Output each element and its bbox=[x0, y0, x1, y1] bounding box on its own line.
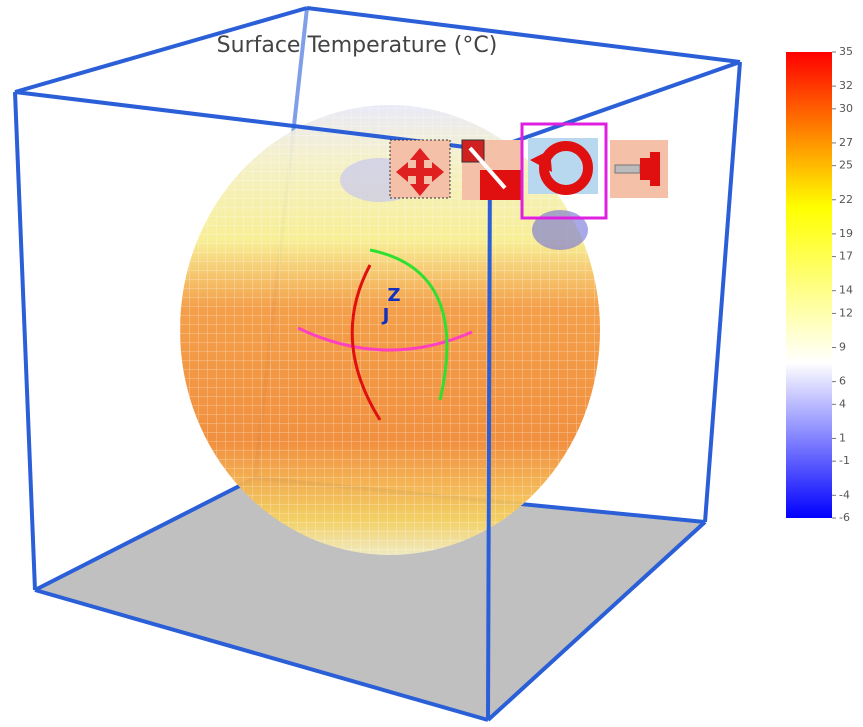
tick-label: 32 bbox=[839, 79, 853, 92]
resize-button[interactable] bbox=[461, 139, 522, 200]
tick-label: -6 bbox=[839, 511, 850, 524]
box-edge bbox=[489, 60, 741, 152]
tick-label: -1 bbox=[839, 454, 850, 467]
colorbar: 35 32 30 27 25 22 19 17 14 12 9 6 4 1 -1 -4 -6 bbox=[786, 45, 853, 524]
globe: Z J bbox=[180, 105, 600, 555]
box-edge bbox=[14, 6, 308, 94]
tick-label: 30 bbox=[839, 102, 853, 115]
tick-label: 17 bbox=[839, 250, 853, 263]
tick-label: 6 bbox=[839, 375, 846, 388]
box-edge bbox=[34, 476, 256, 592]
tick-label: 4 bbox=[839, 397, 846, 410]
tick-label: 1 bbox=[839, 431, 846, 444]
box-edge bbox=[34, 588, 489, 722]
tick-label: 9 bbox=[839, 341, 846, 354]
chart-title: Surface Temperature (°C) bbox=[217, 33, 498, 58]
floor bbox=[35, 478, 705, 720]
tick-label: 22 bbox=[839, 193, 853, 206]
tick-label: 35 bbox=[839, 45, 853, 58]
move-button[interactable] bbox=[389, 139, 451, 199]
box-edge bbox=[13, 91, 37, 591]
box-edge bbox=[703, 61, 742, 523]
box-edge bbox=[306, 6, 741, 64]
box-edge bbox=[486, 149, 492, 721]
axis-label: Z bbox=[387, 285, 400, 306]
colorbar-scale bbox=[786, 52, 832, 518]
pin-button[interactable] bbox=[610, 140, 668, 198]
tick-label: 14 bbox=[839, 284, 853, 297]
axis-label: J bbox=[381, 305, 390, 326]
toolbar bbox=[389, 122, 668, 220]
plot-box-front bbox=[13, 6, 742, 722]
rotate-button[interactable] bbox=[520, 122, 608, 220]
tick-label: -4 bbox=[839, 488, 850, 501]
tick-label: 12 bbox=[839, 306, 853, 319]
tick-label: 27 bbox=[839, 136, 853, 149]
tick-label: 19 bbox=[839, 227, 853, 240]
tick-label: 25 bbox=[839, 159, 853, 172]
box-edge bbox=[486, 520, 707, 722]
